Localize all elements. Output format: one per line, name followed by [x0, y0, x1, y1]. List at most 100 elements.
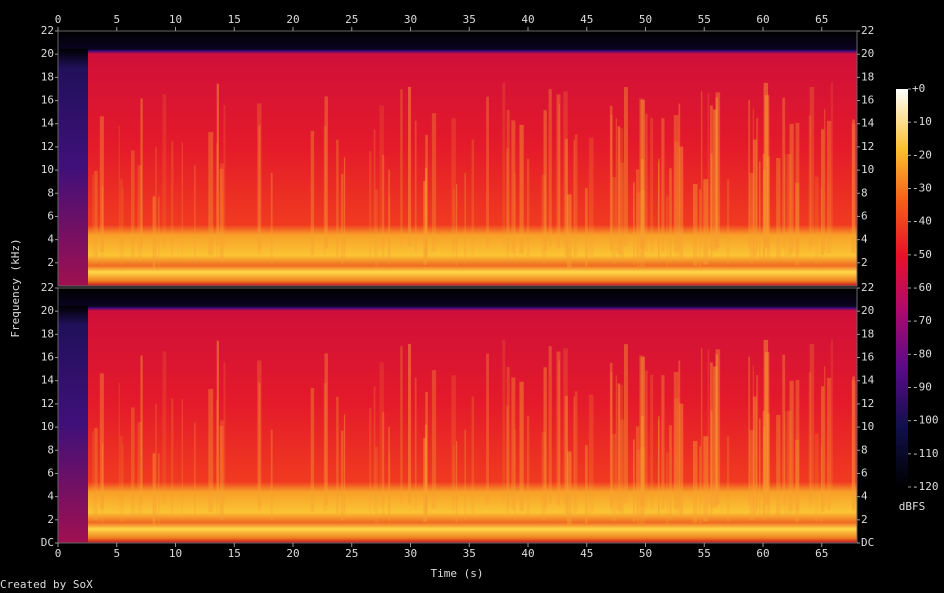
y-tick-label: 14	[41, 374, 55, 387]
spectrogram-texture	[636, 169, 640, 263]
x-tick-label: 45	[580, 547, 593, 560]
spectrogram-texture	[526, 415, 530, 518]
spectrogram-texture	[92, 174, 94, 264]
colorbar-tick-label: -110	[912, 447, 939, 460]
spectrogram-texture	[423, 180, 427, 265]
spectrogram-texture	[786, 411, 792, 517]
spectrogram-texture	[505, 148, 509, 259]
spectrogram-texture	[162, 94, 167, 248]
spectrogram-texture	[645, 113, 648, 252]
spectrogram-texture	[369, 151, 372, 260]
x-tick-label-top: 55	[698, 13, 711, 26]
spectrogram-texture	[853, 124, 856, 254]
colorbar-tick-label: +0	[912, 82, 925, 95]
spectrogram-texture	[425, 391, 428, 513]
spectrogram-texture	[748, 99, 750, 249]
spectrogram-texture	[762, 410, 765, 517]
spectrogram-texture	[558, 360, 560, 507]
y-tick-label-right: 2	[861, 513, 868, 526]
spectrogram-texture	[679, 146, 684, 259]
colorbar-tick-label: -70	[912, 314, 932, 327]
spectrogram-texture	[375, 189, 378, 267]
spectrogram-texture	[666, 195, 669, 268]
y-tick-label-right: 22	[861, 281, 874, 294]
spectrogram-texture	[710, 153, 713, 260]
spectrogram-texture	[808, 372, 812, 509]
y-tick-label-right: 16	[861, 351, 874, 364]
y-axis-label: Frequency (kHz)	[9, 238, 22, 337]
spectrogram-texture	[336, 139, 339, 257]
spectrogram-texture	[388, 196, 391, 269]
spectrogram-texture	[564, 138, 568, 257]
spectrogram-texture	[118, 382, 120, 511]
spectrogram	[58, 288, 857, 543]
spectrogram-texture	[715, 349, 721, 505]
spectrogram-texture	[414, 377, 417, 510]
spectrogram-texture	[502, 339, 506, 503]
spectrogram-texture	[640, 99, 645, 249]
spectrogram-texture	[661, 375, 665, 510]
spectrogram-texture	[699, 189, 702, 267]
spectrogram-texture	[658, 158, 660, 261]
x-tick-label: 0	[55, 547, 62, 560]
spectrogram-texture	[814, 176, 819, 265]
spectrogram-texture	[388, 426, 390, 520]
spectrogram-texture	[638, 355, 644, 506]
y-tick-label: 22	[41, 24, 54, 37]
spectrogram-texture	[640, 415, 644, 518]
spectrogram-texture	[759, 161, 761, 262]
spectrogram-texture	[208, 131, 214, 256]
spectrogram-texture	[763, 82, 769, 246]
spectrogram-texture	[543, 110, 547, 251]
spectrogram-texture	[131, 407, 135, 516]
y-tick-label: 12	[41, 140, 54, 153]
spectrogram-texture	[679, 403, 684, 516]
spectrogram-texture	[700, 348, 703, 505]
spectrogram-texture	[692, 441, 698, 523]
spectrogram-texture	[715, 92, 721, 248]
intro-segment	[58, 305, 88, 543]
spectrogram-texture	[707, 92, 710, 248]
y-tick-label-right: 20	[861, 304, 874, 317]
spectrogram-texture	[623, 344, 628, 504]
y-tick-label-right: 14	[861, 117, 875, 130]
spectrogram-texture	[633, 182, 635, 266]
x-tick-label: 40	[521, 547, 534, 560]
spectrogram-texture	[120, 436, 123, 522]
spectrogram-texture	[219, 425, 224, 520]
spectrogram-texture	[584, 445, 588, 524]
spectrogram-texture	[220, 420, 224, 519]
x-tick-label-top: 60	[756, 13, 769, 26]
y-tick-label: 6	[47, 466, 54, 479]
spectrogram-texture	[795, 379, 800, 511]
x-tick-label-top: 40	[521, 13, 534, 26]
y-tick-label: 6	[47, 209, 54, 222]
spectrogram-texture	[610, 115, 613, 252]
spectrogram-texture	[715, 97, 719, 249]
spectrogram-texture	[257, 103, 262, 250]
spectrogram-texture	[789, 123, 794, 254]
spectrogram-texture	[511, 377, 516, 510]
spectrogram-texture	[588, 137, 594, 257]
spectrogram-texture	[611, 433, 617, 522]
x-tick-label: 55	[698, 547, 711, 560]
spectrogram-texture	[726, 436, 730, 522]
spectrogram-texture	[369, 408, 372, 517]
y-tick-label: 20	[41, 304, 54, 317]
spectrogram-texture	[158, 196, 160, 269]
spectrogram-texture	[657, 419, 660, 519]
x-tick-label-top: 5	[113, 13, 120, 26]
spectrogram-texture	[519, 124, 524, 254]
colorbar	[896, 89, 908, 487]
y-tick-label-right: 20	[861, 47, 874, 60]
spectrogram-texture	[414, 120, 417, 253]
x-tick-label: 60	[756, 547, 769, 560]
x-tick-label: 30	[404, 547, 417, 560]
colorbar-tick-label: -60	[912, 281, 932, 294]
spectrogram-texture	[566, 451, 572, 525]
spectrogram-texture	[830, 82, 833, 246]
spectrogram-texture	[388, 169, 390, 263]
spectrogram-texture	[762, 169, 766, 263]
spectrogram-texture	[92, 431, 94, 521]
spectrogram-texture	[678, 360, 681, 507]
